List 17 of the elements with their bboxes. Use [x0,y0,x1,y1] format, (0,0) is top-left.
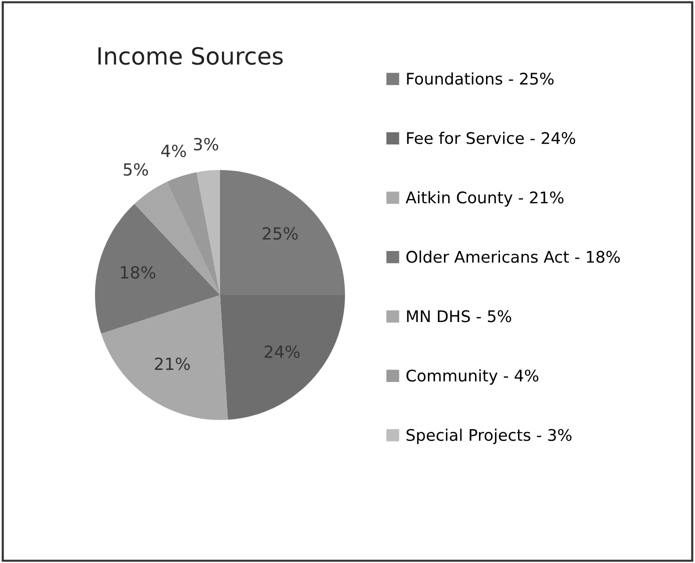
legend-label: Foundations - 25% [407,72,554,85]
legend-label: Special Projects - 3% [406,428,572,444]
pie-slice [196,170,220,295]
data-label: 5% [124,163,148,176]
data-label: 25% [262,227,298,240]
legend-label: Aitkin County - 21% [406,191,564,207]
data-label: 3% [194,138,218,150]
legend-label: Older Americans Act - 18% [406,250,620,263]
pie-slice [166,172,220,295]
data-label: 18% [120,266,156,279]
legend-label: MN DHS - 5% [407,310,512,322]
legend-label: Fee for Service - 24% [407,132,576,144]
data-label: 24% [264,345,300,358]
chart-title: Income Sources [98,46,283,65]
legend-label: Community - 4% [406,369,538,385]
data-label: 21% [154,358,190,370]
data-label: 4% [161,144,186,158]
